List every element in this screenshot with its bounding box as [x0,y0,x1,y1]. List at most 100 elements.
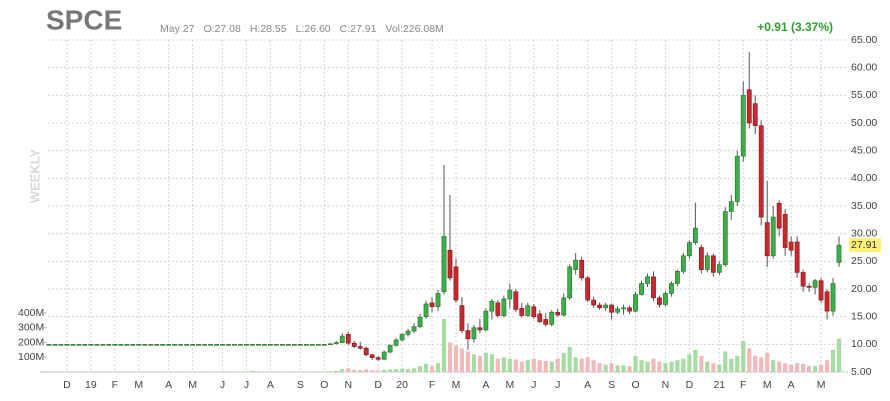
candle-body [447,249,453,279]
volume-bar [603,364,608,372]
info-item: C:27.91 [340,23,377,35]
candle-body [663,293,668,305]
volume-bar [824,360,830,372]
candle-body [369,354,375,358]
volume-bar [645,361,650,372]
candle-body [130,344,136,346]
volume-bar [411,368,417,372]
candle-body [519,308,525,316]
candle-body [585,277,591,301]
candle-body [52,344,58,346]
last-price-label: 27.91 [851,239,877,251]
y-tick-label: 30.00 [851,227,877,239]
volume-bar [549,361,554,372]
candle-body [531,306,537,317]
candle-body [303,344,309,346]
candle-body [238,344,243,346]
candle-body [112,344,118,346]
x-tick-label: A [165,379,172,391]
volume-bar [687,354,692,372]
candle-body [453,266,459,301]
volume-bar [681,358,686,372]
x-tick-label: S [608,379,615,391]
candle-body [315,344,321,346]
candle-body [800,272,806,287]
y2-tick-label: 100M [18,351,44,363]
candle-body [333,342,339,345]
candle-body [716,264,722,273]
volume-bar [633,355,638,372]
candle-body [627,307,632,312]
volume-bar [765,352,770,372]
volume-bar [812,366,818,372]
volume-bar [417,366,423,372]
volume-bar [651,358,656,372]
volume-bar [453,345,459,372]
volume-bar [370,370,375,372]
candle-body [692,227,698,243]
candle-body [459,305,465,331]
candle-body [686,242,692,257]
candle-body [106,344,112,346]
candle-body [214,344,219,346]
candle-body [477,327,483,331]
x-tick-label: A [788,379,795,391]
ticker-title: SPCE [46,4,122,35]
candle-body [704,255,710,270]
y-tick-label: 35.00 [851,200,877,212]
candle-body [489,300,495,312]
x-tick-label: O [631,379,639,391]
candle-body [142,344,148,346]
candle-body [88,344,94,346]
y-tick-label: 40.00 [851,172,877,184]
candle-body [393,339,399,346]
candle-body [746,89,752,124]
candle-body [681,255,686,272]
candle-body [603,304,608,309]
candle-body [268,344,273,346]
y-tick-label: 65.00 [851,34,877,46]
candle-body [794,241,800,273]
volume-bar [699,355,704,372]
candle-body [537,313,543,322]
volume-bar [597,363,602,372]
volume-bar [621,365,626,372]
candle-body [208,344,213,346]
volume-bar [818,364,824,372]
candle-body [178,344,184,346]
volume-bar [382,369,387,372]
candle-body [651,276,656,299]
candle-body [423,303,429,317]
y2-tick-label: 300M [18,322,44,334]
volume-bar [741,341,746,372]
candle-body [633,294,638,312]
candle-body [327,343,333,346]
volume-bar [579,358,584,372]
x-tick-label: A [584,379,591,391]
volume-bar [525,360,530,372]
volume-bar [573,357,578,372]
x-tick-label: J [555,379,560,391]
volume-bar [519,361,524,372]
x-tick-label: M [505,379,514,391]
candle-body [621,307,626,310]
candle-body [285,344,291,346]
candle-body [274,344,279,346]
volume-bar [489,354,494,372]
volume-bar [531,358,536,372]
candle-body [309,344,315,346]
volume-bar [376,370,381,372]
candle-body [363,347,369,356]
candle-body [698,247,704,270]
volume-bar [830,349,836,372]
candle-body [46,344,52,346]
candle-body [232,344,237,346]
volume-bar [627,366,632,372]
candle-body [118,344,124,346]
candle-body [136,344,142,346]
candle-body [351,342,357,347]
candle-body [244,344,249,346]
candle-body [597,304,603,309]
candle-body [645,276,650,284]
